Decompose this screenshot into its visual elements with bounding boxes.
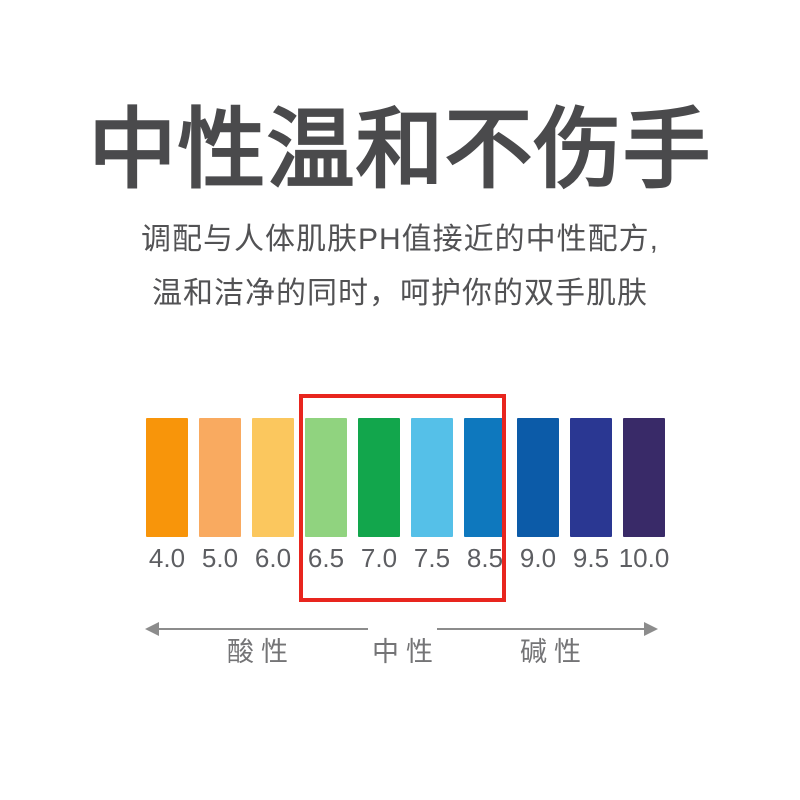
ph-bar-label: 7.5 — [413, 543, 451, 573]
ph-bar — [252, 418, 294, 537]
ph-bar-label: 7.0 — [360, 543, 398, 573]
arrow-right-icon — [644, 622, 658, 636]
subtitle-line-1: 调配与人体肌肤PH值接近的中性配方, — [140, 223, 659, 256]
ph-bar — [570, 418, 612, 537]
ph-column: 5.0 — [199, 418, 241, 571]
ph-bar — [146, 418, 188, 537]
ph-bar — [358, 418, 400, 537]
ph-column: 7.0 — [358, 418, 400, 571]
axis-line-left — [157, 628, 368, 630]
ph-bar-label: 4.0 — [148, 543, 186, 573]
ph-bar-label: 6.5 — [307, 543, 345, 573]
ph-bar-label: 10.0 — [618, 543, 670, 573]
neutral-range-highlight-box — [299, 394, 506, 602]
acidic-zone-label: 酸性 — [227, 637, 295, 667]
ph-column: 6.5 — [305, 418, 347, 571]
ph-bar-label: 9.0 — [519, 543, 557, 573]
ph-bar-label: 6.0 — [254, 543, 292, 573]
ph-column: 8.5 — [464, 418, 506, 571]
ph-column: 4.0 — [146, 418, 188, 571]
ph-bar — [464, 418, 506, 537]
alkaline-zone-label: 碱性 — [520, 637, 588, 667]
ph-bar — [199, 418, 241, 537]
ph-bar — [623, 418, 665, 537]
ph-column: 9.0 — [517, 418, 559, 571]
ph-column: 6.0 — [252, 418, 294, 571]
ph-scale: 4.0 5.0 6.0 6.5 7.0 7.5 8.5 9.0 — [146, 418, 669, 571]
ph-bar — [305, 418, 347, 537]
ph-bar — [411, 418, 453, 537]
ph-column: 7.5 — [411, 418, 453, 571]
ph-column: 9.5 — [570, 418, 612, 571]
page-title: 中性温和不伤手 — [88, 100, 712, 199]
ph-bar — [517, 418, 559, 537]
ph-bar-label: 5.0 — [201, 543, 239, 573]
ph-bar-label: 8.5 — [466, 543, 504, 573]
axis-line-right — [437, 628, 645, 630]
neutral-zone-label: 中性 — [372, 637, 440, 667]
ph-bar-label: 9.5 — [572, 543, 610, 573]
arrow-left-icon — [145, 622, 159, 636]
ph-column: 10.0 — [619, 418, 669, 571]
subtitle-line-2: 温和洁净的同时，呵护你的双手肌肤 — [152, 277, 648, 310]
